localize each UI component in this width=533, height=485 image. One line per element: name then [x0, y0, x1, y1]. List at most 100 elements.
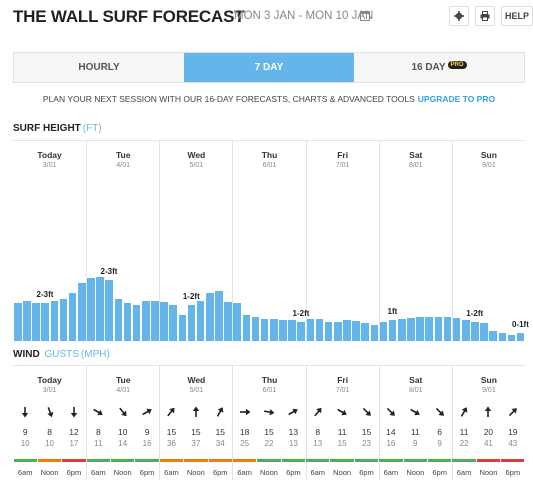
surf-bar[interactable] [398, 319, 406, 341]
wind-cell[interactable]: 11 22 6am [452, 366, 476, 481]
surf-bar[interactable] [443, 317, 452, 341]
surf-bar[interactable] [260, 319, 269, 341]
day-date: 8/01 [408, 387, 423, 394]
surf-bar[interactable] [169, 305, 177, 341]
surf-bar[interactable] [471, 321, 479, 341]
surf-bar[interactable] [251, 317, 260, 341]
wind-cell[interactable]: 14 16 6am [379, 366, 403, 481]
surf-bar[interactable] [142, 301, 150, 341]
upgrade-link[interactable]: UPGRADE TO PRO [417, 94, 496, 104]
surf-bar[interactable] [96, 276, 104, 341]
day-name: Wed [187, 375, 206, 385]
surf-bar[interactable] [343, 320, 351, 341]
help-button[interactable]: HELP [501, 6, 533, 26]
surf-bar[interactable] [59, 299, 68, 341]
wind-cell[interactable]: 15 22 Noon [257, 366, 281, 481]
tab-16-day[interactable]: 16 DAY PRO [354, 53, 524, 82]
surf-bar[interactable] [516, 333, 525, 341]
wind-cell[interactable]: 10 14 Noon [111, 366, 135, 481]
wind-cell[interactable]: 20 41 Noon [476, 366, 501, 481]
wind-cell[interactable]: 11 15 Noon [330, 366, 354, 481]
surf-bar[interactable] [87, 278, 95, 341]
wind-cell[interactable]: 8 11 6am [86, 366, 111, 481]
surf-bar[interactable] [297, 321, 305, 341]
surf-bar[interactable] [480, 323, 488, 341]
surf-bar[interactable] [425, 317, 433, 341]
surf-bar[interactable] [23, 301, 31, 341]
surf-bar[interactable] [462, 320, 470, 341]
surf-bar[interactable] [105, 279, 113, 341]
wind-cell[interactable]: 8 10 Noon [37, 366, 62, 481]
wind-gust: 23 [362, 439, 371, 448]
wind-cell[interactable]: 9 16 6pm [135, 366, 159, 481]
day-name: Tue [115, 150, 131, 160]
surf-bar[interactable] [78, 283, 86, 341]
wind-cell[interactable]: 15 23 6pm [354, 366, 379, 481]
surf-bar[interactable] [324, 321, 333, 341]
surf-bar[interactable] [32, 302, 40, 341]
surf-bar[interactable] [14, 303, 22, 341]
surf-bar[interactable] [315, 319, 324, 341]
surf-bar[interactable] [507, 334, 516, 341]
wind-time: 6pm [286, 468, 301, 477]
surf-bar[interactable] [407, 318, 415, 341]
wind-time: 6pm [212, 468, 228, 477]
print-button[interactable] [475, 6, 495, 26]
surf-bar[interactable] [206, 293, 214, 341]
tab-7-day[interactable]: 7 DAY [184, 53, 354, 82]
tab-hourly[interactable]: HOURLY [78, 62, 120, 73]
surf-bar[interactable] [68, 293, 77, 341]
wind-cell[interactable]: 15 34 6pm [208, 366, 232, 481]
surf-day-column: Sun 9/01 [451, 141, 525, 341]
wind-speed: 15 [166, 427, 177, 437]
surf-bar[interactable] [434, 317, 443, 341]
surf-bar[interactable] [379, 321, 388, 341]
surf-bar[interactable] [114, 299, 123, 341]
wind-cell[interactable]: 9 10 6am [13, 366, 37, 481]
wind-rating-strip [232, 459, 257, 462]
surf-bar[interactable] [178, 315, 187, 341]
surf-bar[interactable] [50, 301, 59, 341]
wind-time: Noon [40, 468, 59, 477]
surf-bar[interactable] [242, 315, 251, 341]
surf-bar[interactable] [361, 323, 369, 341]
surf-bar[interactable] [334, 321, 342, 341]
wind-arrow-icon [501, 406, 525, 418]
surf-bar[interactable] [132, 305, 141, 341]
calendar-icon[interactable] [360, 11, 370, 21]
wind-gust: 9 [413, 439, 418, 448]
surf-bar[interactable] [187, 305, 196, 341]
surf-bar[interactable] [452, 318, 461, 341]
wind-cell[interactable]: 18 25 6am [232, 366, 257, 481]
surf-bar[interactable] [279, 320, 287, 341]
wind-cell[interactable]: 15 36 6am [159, 366, 184, 481]
surf-bar[interactable] [233, 303, 241, 341]
surf-bar[interactable] [224, 301, 232, 341]
surf-bar[interactable] [196, 301, 205, 341]
surf-bar[interactable] [288, 320, 296, 341]
surf-bar[interactable] [489, 331, 497, 341]
surf-bar[interactable] [416, 317, 424, 341]
surf-bar[interactable] [215, 291, 223, 341]
wind-cell[interactable]: 8 13 6am [306, 366, 330, 481]
wind-cell[interactable]: 6 9 6pm [427, 366, 452, 481]
wind-cell[interactable]: 13 13 6pm [281, 366, 306, 481]
wind-gust: 22 [459, 439, 469, 448]
wind-cell[interactable]: 15 37 Noon [184, 366, 208, 481]
surf-bar[interactable] [123, 302, 132, 341]
surf-bar[interactable] [151, 301, 159, 341]
wind-cell[interactable]: 11 9 Noon [403, 366, 427, 481]
surf-bar[interactable] [270, 319, 278, 341]
surf-bar[interactable] [160, 301, 168, 341]
surf-bar[interactable] [306, 319, 315, 341]
surf-bar[interactable] [498, 333, 507, 341]
wind-speed: 13 [288, 427, 299, 437]
surf-bar[interactable] [388, 320, 397, 341]
settings-button[interactable] [449, 6, 469, 26]
surf-bar[interactable] [41, 303, 49, 341]
wind-cell[interactable]: 19 43 6pm [501, 366, 525, 481]
wind-cell[interactable]: 12 17 6pm [62, 366, 86, 481]
surf-bar[interactable] [370, 325, 379, 341]
surf-bar[interactable] [352, 321, 360, 341]
date-range[interactable]: MON 3 JAN - MON 10 JAN [234, 10, 374, 22]
